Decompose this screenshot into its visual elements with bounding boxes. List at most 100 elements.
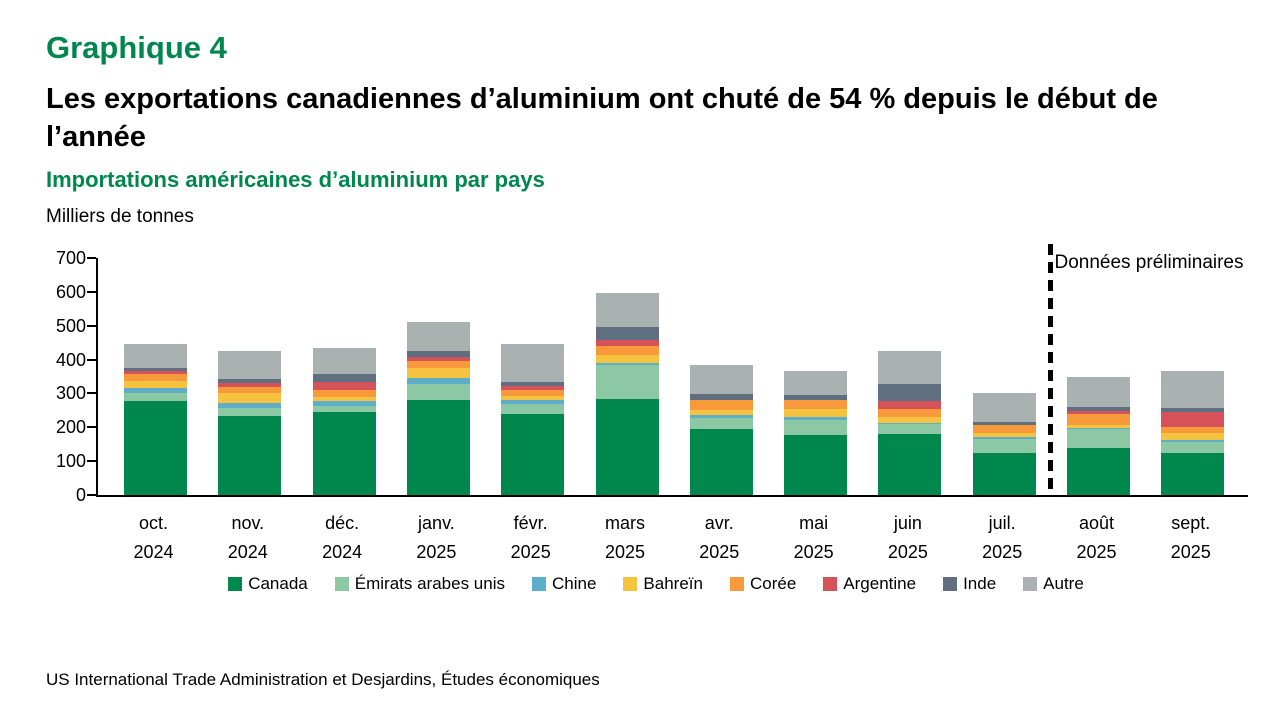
legend-item-Argentine: Argentine [823, 574, 916, 594]
y-tick-label: 500 [55, 315, 86, 336]
bar-segment-Inde [689, 394, 753, 401]
y-tick-mark [87, 392, 96, 395]
bar-segment-Chine [689, 415, 753, 419]
x-tick-year: 2025 [510, 542, 551, 562]
bar-segment-Argentine [218, 383, 282, 388]
bar-segment-Canada [124, 400, 187, 495]
x-tick-label: juil. 2025 [955, 514, 1049, 561]
x-tick-month: nov. [231, 513, 265, 533]
bar-segment-Corée [124, 374, 187, 382]
bar-segment-Émirats arabes unis [878, 423, 942, 435]
stacked-bar-oct.-2024 [124, 343, 187, 495]
x-tick-label: juin 2025 [861, 514, 955, 561]
bar-segment-Autre [1161, 371, 1225, 408]
bar-segment-Autre [124, 343, 187, 369]
bar-segment-Bahreïn [784, 408, 848, 418]
x-tick-label: oct. 2024 [107, 514, 201, 561]
x-tick-month: janv. [418, 513, 455, 533]
stacked-bar-sept.-2025 [1161, 371, 1225, 495]
bar-segment-Canada [501, 413, 565, 495]
bar-segment-Inde [878, 384, 942, 402]
bar-segment-Émirats arabes unis [218, 407, 282, 417]
bar-segment-Canada [784, 434, 848, 495]
stacked-bar-janv.-2025 [406, 321, 470, 495]
bar-segment-Corée [689, 400, 753, 411]
legend-swatch-icon [228, 577, 243, 591]
legend-swatch-icon [1023, 577, 1038, 591]
x-tick-month: mars [605, 513, 645, 533]
bar-segment-Inde [406, 351, 470, 357]
legend-swatch-icon [729, 577, 744, 591]
bar-segment-Corée [312, 390, 376, 397]
bar-segment-Chine [878, 422, 942, 424]
y-tick-label: 300 [55, 383, 86, 404]
x-tick-month: juil. [988, 513, 1016, 533]
bar-segment-Bahreïn [595, 355, 659, 364]
bar-segment-Canada [218, 416, 282, 495]
legend-label: Émirats arabes unis [354, 574, 505, 593]
bar-segment-Canada [972, 452, 1036, 495]
x-tick-month: mai [799, 513, 829, 533]
preliminary-annotation: Données préliminaires [1054, 252, 1244, 273]
bar-segment-Chine [406, 377, 470, 385]
bar-segment-Argentine [595, 340, 659, 347]
legend-swatch-icon [532, 577, 546, 591]
bar-segment-Inde [1067, 406, 1130, 412]
legend-swatch-icon [823, 577, 838, 591]
legend-label: Inde [963, 574, 997, 593]
bar-segment-Autre [972, 392, 1036, 422]
bar-segment-Chine [124, 388, 187, 394]
bar-segment-Chine [1067, 428, 1130, 430]
x-tick-year: 2025 [1076, 542, 1117, 562]
legend-item-Canada: Canada [228, 574, 308, 594]
bar-segment-Émirats arabes unis [784, 419, 848, 435]
x-tick-month: déc. [325, 513, 360, 533]
bar-segment-Bahreïn [406, 367, 470, 378]
bar-segment-Canada [312, 412, 376, 495]
x-tick-year: 2025 [699, 542, 740, 562]
x-tick-year: 2025 [1170, 542, 1211, 562]
bar-segment-Inde [124, 368, 187, 372]
bar-segment-Autre [1067, 377, 1130, 407]
bar-segment-Corée [501, 389, 565, 396]
bar-segment-Émirats arabes unis [406, 384, 470, 401]
x-tick-label: mars 2025 [578, 514, 672, 561]
bar-segment-Autre [689, 365, 753, 395]
bar-segment-Inde [312, 374, 376, 382]
y-tick-label: 200 [55, 417, 86, 438]
figure-number: Graphique 4 [46, 30, 227, 65]
legend-swatch-icon [623, 577, 638, 591]
stacked-bar-nov.-2024 [218, 351, 282, 495]
bar-segment-Émirats arabes unis [595, 365, 659, 399]
stacked-bar-mai-2025 [784, 370, 848, 495]
legend-item-Autre: Autre [1023, 574, 1084, 594]
x-tick-month: juin [893, 513, 922, 533]
x-tick-year: 2025 [793, 542, 834, 562]
y-tick-label: 400 [55, 349, 86, 370]
bar-segment-Canada [1067, 447, 1130, 495]
stacked-bar-juin-2025 [878, 351, 942, 495]
bar-segment-Argentine [406, 356, 470, 361]
bar-segment-Corée [406, 360, 470, 368]
x-tick-year: 2025 [982, 542, 1023, 562]
legend-swatch-icon [334, 577, 349, 591]
x-tick-year: 2025 [416, 542, 457, 562]
bar-segment-Émirats arabes unis [1067, 429, 1130, 448]
bar-segment-Inde [501, 381, 565, 386]
bar-segment-Argentine [124, 371, 187, 375]
x-tick-label: janv. 2025 [389, 514, 483, 561]
bar-segment-Canada [406, 400, 470, 495]
bar-segment-Autre [878, 351, 942, 385]
bar-segment-Corée [878, 408, 942, 417]
x-tick-month: août [1078, 513, 1115, 533]
x-tick-month: sept. [1171, 513, 1211, 533]
x-tick-year: 2024 [227, 542, 268, 562]
bar-segment-Autre [784, 370, 848, 396]
x-tick-month: avr. [704, 513, 734, 533]
bar-segment-Inde [1161, 407, 1225, 412]
bar-segment-Corée [595, 346, 659, 356]
legend-label: Chine [552, 574, 597, 593]
chart-subtitle: Importations américaines d’aluminium par… [46, 167, 545, 192]
bar-segment-Argentine [1067, 411, 1130, 414]
bar-segment-Bahreïn [501, 395, 565, 401]
